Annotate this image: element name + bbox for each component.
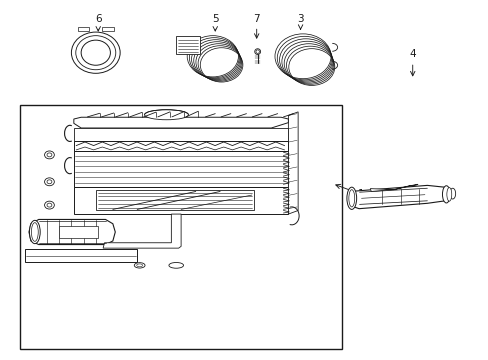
Polygon shape: [348, 185, 447, 209]
Polygon shape: [25, 249, 137, 262]
Ellipse shape: [31, 223, 38, 241]
Polygon shape: [74, 151, 288, 187]
Ellipse shape: [348, 190, 354, 207]
Ellipse shape: [29, 220, 40, 244]
Ellipse shape: [71, 32, 120, 73]
Polygon shape: [102, 27, 114, 31]
Ellipse shape: [168, 262, 183, 268]
Text: 7: 7: [253, 14, 260, 38]
Ellipse shape: [47, 153, 52, 157]
Text: 2: 2: [82, 141, 111, 153]
Ellipse shape: [81, 40, 110, 65]
Ellipse shape: [47, 203, 52, 207]
Polygon shape: [369, 184, 417, 192]
Bar: [20, 105, 341, 348]
Ellipse shape: [446, 188, 451, 201]
Ellipse shape: [254, 49, 260, 54]
Text: 5: 5: [211, 14, 218, 31]
Ellipse shape: [346, 187, 356, 210]
Text: 6: 6: [95, 14, 102, 31]
Ellipse shape: [47, 180, 52, 184]
Polygon shape: [74, 128, 288, 141]
Ellipse shape: [134, 263, 145, 268]
Ellipse shape: [137, 264, 142, 267]
Polygon shape: [29, 220, 115, 244]
Text: 1: 1: [335, 184, 364, 199]
Polygon shape: [176, 36, 199, 54]
Ellipse shape: [442, 186, 449, 203]
Polygon shape: [96, 190, 254, 211]
Polygon shape: [78, 27, 89, 31]
Ellipse shape: [449, 188, 455, 199]
Polygon shape: [74, 141, 288, 151]
Ellipse shape: [44, 201, 54, 209]
Polygon shape: [74, 117, 288, 128]
Text: 4: 4: [408, 49, 415, 76]
Polygon shape: [103, 214, 181, 248]
Polygon shape: [288, 112, 298, 214]
Polygon shape: [74, 187, 288, 214]
Ellipse shape: [144, 110, 188, 120]
Polygon shape: [59, 226, 98, 238]
Ellipse shape: [255, 50, 259, 53]
Text: 3: 3: [297, 14, 303, 30]
Ellipse shape: [44, 151, 54, 159]
Ellipse shape: [44, 178, 54, 186]
